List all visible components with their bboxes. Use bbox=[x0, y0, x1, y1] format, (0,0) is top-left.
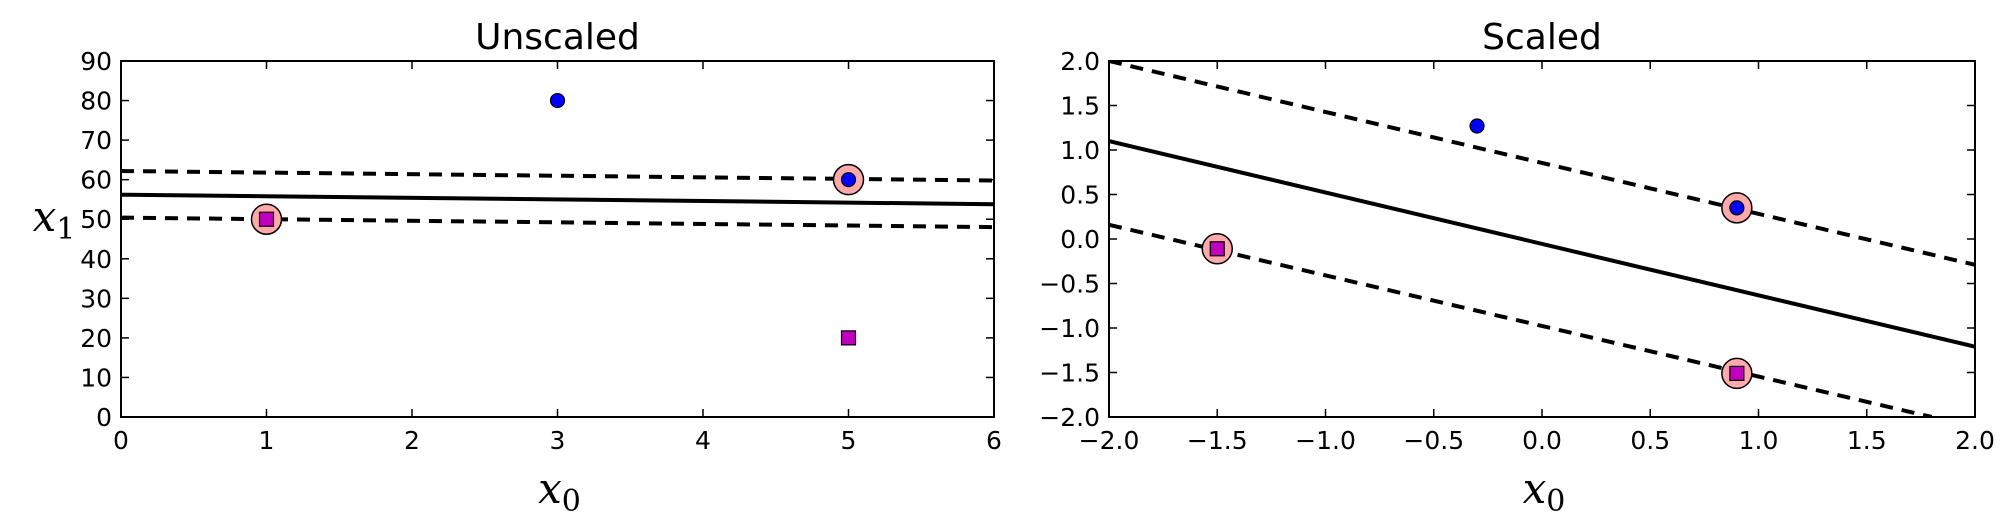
unscaled-y-tick-label: 40 bbox=[80, 245, 112, 274]
unscaled-plot-content bbox=[121, 92, 994, 346]
unscaled-y-tick-label: 0 bbox=[96, 403, 112, 432]
unscaled-axes-frame bbox=[120, 60, 995, 418]
scaled-x-tick-label: 2.0 bbox=[1955, 426, 1995, 455]
unscaled-title: Unscaled bbox=[475, 17, 640, 58]
unscaled-y-tick-label: 30 bbox=[80, 284, 112, 313]
unscaled-decision-boundary-line bbox=[121, 192, 994, 207]
unscaled-x-axis-label: x0 bbox=[538, 464, 581, 519]
unscaled-x-tick-label: 1 bbox=[259, 426, 275, 455]
scaled-x-tick-label: 0.5 bbox=[1630, 426, 1670, 455]
scaled-axes-frame bbox=[1108, 60, 1976, 418]
unscaled-point-square bbox=[258, 211, 275, 227]
unscaled-margin-line bbox=[121, 215, 994, 230]
scaled-y-tick-label: 0.0 bbox=[1060, 225, 1100, 254]
scaled-point-circle bbox=[1469, 118, 1485, 134]
unscaled-y-tick-label: 80 bbox=[80, 87, 112, 116]
scaled-x-tick-label: −0.5 bbox=[1403, 426, 1464, 455]
scaled-margin-line bbox=[1109, 222, 1933, 417]
scaled-y-tick-label: 1.5 bbox=[1060, 92, 1100, 121]
scaled-x-tick-label: −1.5 bbox=[1187, 426, 1248, 455]
scaled-plot-area bbox=[1109, 61, 1975, 417]
scaled-point-square bbox=[1729, 365, 1745, 381]
scaled-x-tick-label: 1.5 bbox=[1847, 426, 1887, 455]
unscaled-x-tick-label: 5 bbox=[841, 426, 857, 455]
unscaled-y-tick-label: 60 bbox=[80, 166, 112, 195]
scaled-y-tick-label: 0.5 bbox=[1060, 181, 1100, 210]
scaled-margin-line bbox=[1109, 61, 1975, 267]
unscaled-y-tick-label: 20 bbox=[80, 324, 112, 353]
scaled-decision-boundary-line bbox=[1109, 139, 1975, 349]
scaled-plot-content bbox=[1109, 61, 1975, 417]
scaled-y-tick-label: −0.5 bbox=[1039, 270, 1100, 299]
scaled-x-axis-label: x0 bbox=[1523, 464, 1566, 519]
unscaled-plot-area bbox=[121, 61, 994, 417]
scaled-y-tick-label: −1.5 bbox=[1039, 359, 1100, 388]
unscaled-y-tick-label: 70 bbox=[80, 126, 112, 155]
scaled-title: Scaled bbox=[1482, 17, 1602, 58]
unscaled-y-tick-label: 50 bbox=[80, 205, 112, 234]
unscaled-x-tick-label: 6 bbox=[986, 426, 1002, 455]
unscaled-point-square bbox=[840, 330, 857, 346]
scaled-point-circle bbox=[1729, 200, 1745, 216]
unscaled-y-tick-label: 10 bbox=[80, 363, 112, 392]
unscaled-point-circle bbox=[840, 172, 857, 188]
scaled-y-tick-label: 1.0 bbox=[1060, 136, 1100, 165]
scaled-y-tick-label: 2.0 bbox=[1060, 47, 1100, 76]
scaled-x-tick-label: 1.0 bbox=[1739, 426, 1779, 455]
scaled-y-tick-label: −2.0 bbox=[1039, 403, 1100, 432]
unscaled-point-circle bbox=[549, 92, 566, 109]
unscaled-x-tick-label: 3 bbox=[550, 426, 566, 455]
scaled-subplot: −2.0 −1.5 −1.0 −0.5 0.0 0.5 1.0 1.5 2.0 −2.0 −1.5 −… bbox=[1039, 17, 1995, 519]
scaled-x-tick-label: −1.0 bbox=[1295, 426, 1356, 455]
unscaled-y-tick-label: 90 bbox=[80, 47, 112, 76]
scaled-x-tick-label: 0.0 bbox=[1522, 426, 1562, 455]
unscaled-y-axis-label: x1 bbox=[33, 192, 76, 247]
scaled-x-tick-label: −2.0 bbox=[1079, 426, 1140, 455]
scaled-point-square bbox=[1209, 241, 1225, 257]
unscaled-x-tick-label: 0 bbox=[113, 426, 129, 455]
unscaled-x-tick-label: 4 bbox=[695, 426, 711, 455]
unscaled-x-tick-label: 2 bbox=[404, 426, 420, 455]
scaled-y-tick-label: −1.0 bbox=[1039, 314, 1100, 343]
